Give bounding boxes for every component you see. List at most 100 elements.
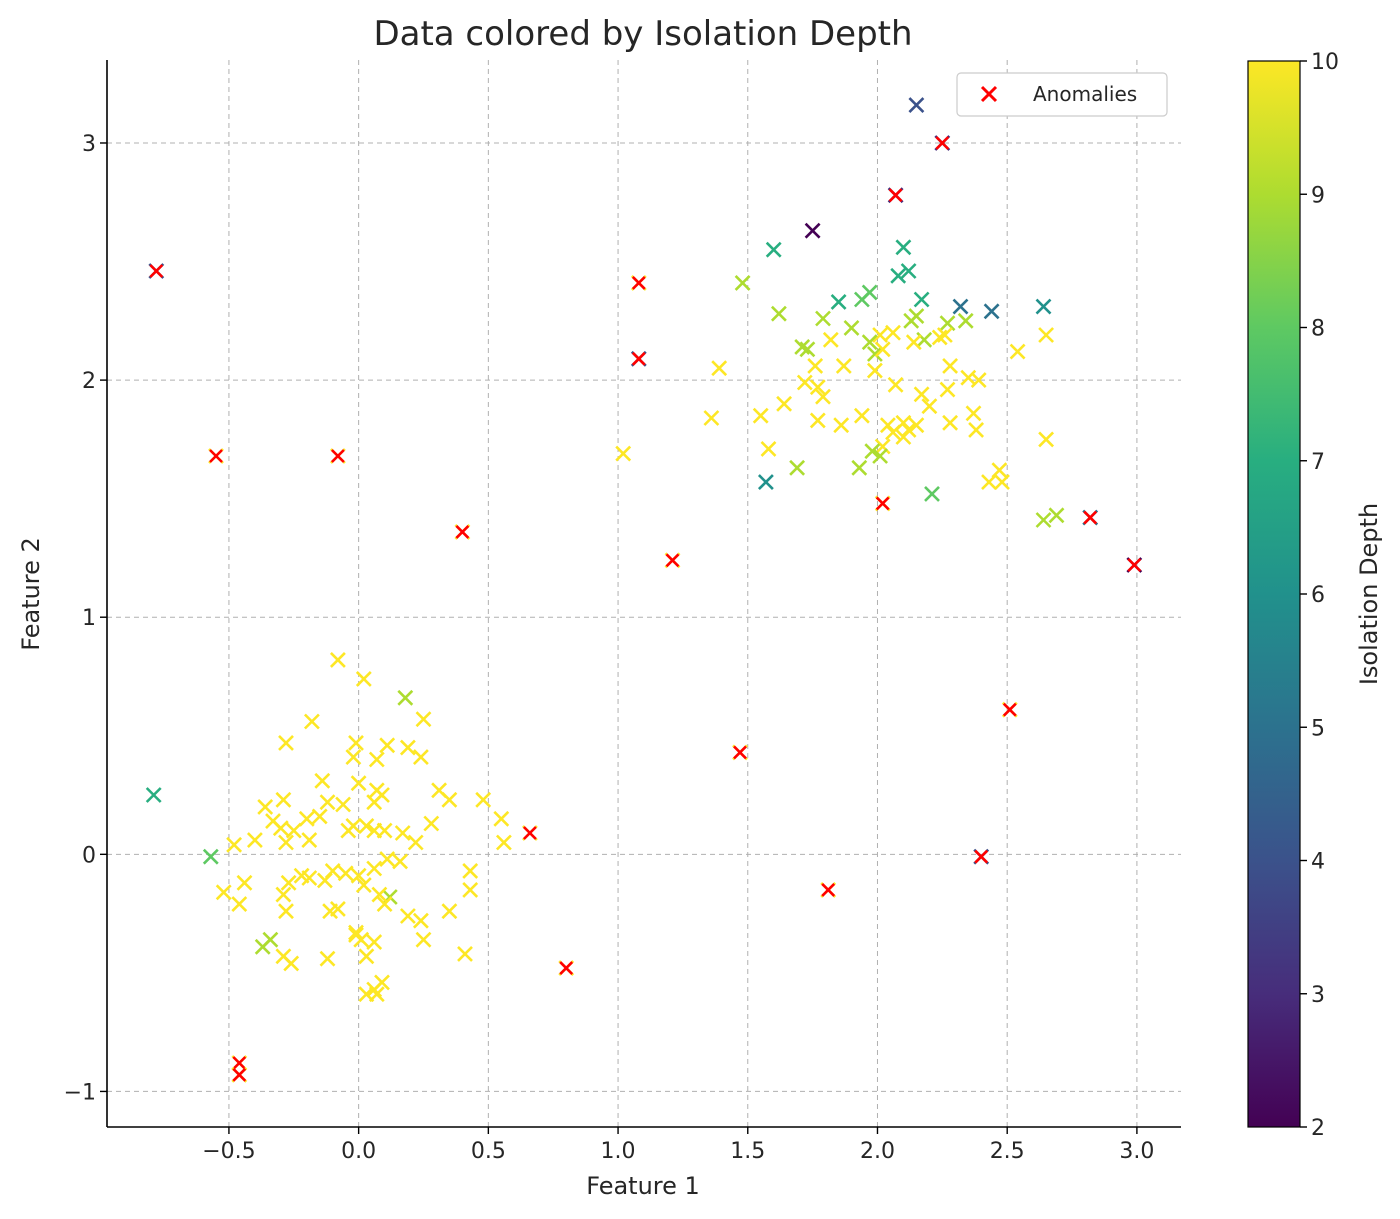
data-point-marker — [462, 862, 479, 879]
data-point-marker — [815, 310, 831, 327]
data-point-marker — [851, 459, 868, 476]
data-point-marker — [822, 331, 839, 348]
anomaly-point — [329, 448, 346, 464]
colorbar-tick-label: 3 — [1311, 983, 1325, 1008]
anomaly-point — [1082, 509, 1099, 526]
data-point-marker — [1009, 343, 1026, 360]
data-point-marker — [355, 670, 372, 687]
anomaly-marker — [875, 496, 890, 511]
data-point-marker — [376, 822, 393, 839]
data-point-marker — [835, 357, 852, 374]
data-point-marker — [830, 293, 847, 310]
data-point-marker — [765, 241, 782, 258]
anomaly-point — [664, 552, 681, 569]
data-point-marker — [895, 429, 912, 445]
x-tick-label: 3.0 — [1119, 1139, 1154, 1164]
data-point-marker — [441, 791, 458, 808]
anomaly-marker — [232, 1056, 247, 1070]
data-point-marker — [874, 438, 891, 455]
anomaly-marker — [631, 351, 646, 366]
data-point-marker — [615, 445, 632, 462]
data-point-marker — [283, 955, 300, 972]
data-point-marker — [760, 440, 777, 457]
data-point-marker — [272, 820, 289, 837]
data-point-marker — [257, 798, 274, 815]
data-point-marker — [275, 886, 292, 903]
data-point-marker — [936, 327, 953, 343]
anomaly-point — [630, 274, 647, 291]
data-point-marker — [316, 872, 333, 889]
anomaly-point — [630, 350, 647, 367]
anomaly-marker — [209, 449, 223, 463]
data-point-marker — [298, 810, 315, 827]
data-point-marker — [895, 239, 912, 256]
data-point-marker — [711, 360, 728, 377]
data-point-marker — [399, 739, 416, 756]
anomaly-point — [231, 1055, 248, 1071]
anomaly-marker — [1083, 510, 1098, 525]
colorbar-tick-label: 2 — [1311, 1116, 1325, 1141]
data-point-marker — [794, 338, 811, 355]
y-tick-label: 3 — [82, 132, 96, 157]
data-point-marker — [965, 405, 982, 422]
x-tick-label: −0.5 — [202, 1139, 255, 1164]
anomaly-point — [820, 881, 837, 898]
anomaly-marker — [665, 553, 680, 568]
x-axis-ticks: −0.5 0.0 0.5 1.0 1.5 2.0 2.5 3.0 — [202, 1127, 1154, 1164]
data-point-marker — [348, 734, 364, 751]
data-point-marker — [924, 485, 940, 502]
anomaly-point — [231, 1066, 248, 1083]
y-tick-label: 2 — [82, 369, 96, 394]
data-point-marker — [412, 912, 429, 929]
data-point-marker — [350, 775, 367, 792]
data-point-marker — [441, 903, 458, 920]
legend-label-anomalies: Anomalies — [1033, 82, 1137, 106]
data-point-marker — [952, 298, 969, 315]
data-point-marker — [908, 97, 925, 114]
anomaly-marker — [559, 961, 574, 976]
colorbar-tick-label: 9 — [1311, 183, 1325, 208]
data-point-marker — [215, 884, 232, 901]
data-point-marker — [900, 421, 917, 438]
x-axis-label: Feature 1 — [586, 1172, 700, 1200]
data-point-marker — [379, 737, 396, 754]
data-point-marker — [350, 867, 367, 884]
data-point-marker — [379, 851, 396, 868]
data-point-marker — [905, 334, 922, 351]
colorbar-tick-label: 10 — [1311, 50, 1339, 75]
y-tick-label: −1 — [64, 1080, 96, 1105]
data-point-marker — [770, 305, 787, 322]
data-point-marker — [809, 379, 826, 396]
data-point-marker — [879, 417, 896, 434]
anomaly-point — [558, 960, 575, 977]
data-point-marker — [900, 263, 917, 279]
colorbar-tick-label: 4 — [1311, 850, 1325, 875]
data-point-marker — [335, 796, 352, 813]
data-point-marker — [348, 926, 364, 943]
data-point-marker — [908, 417, 925, 434]
data-point-marker — [853, 407, 870, 424]
data-point-marker — [1048, 507, 1065, 524]
data-point-marker — [942, 414, 959, 431]
data-point-marker — [412, 749, 429, 766]
anomaly-marker — [455, 524, 470, 539]
data-point-marker — [415, 931, 432, 948]
anomaly-point — [1001, 701, 1018, 718]
data-point-marker — [796, 374, 813, 391]
data-point-marker — [1035, 512, 1052, 528]
anomaly-marker — [1002, 702, 1017, 717]
data-point-marker — [981, 474, 997, 491]
data-point-marker — [366, 860, 383, 877]
y-axis-ticks: −1 0 1 2 3 — [64, 132, 107, 1105]
anomaly-point — [732, 744, 748, 761]
anomaly-points — [148, 135, 1143, 1083]
data-point-marker — [345, 817, 362, 834]
anomaly-marker — [935, 136, 950, 150]
data-point-marker — [887, 376, 904, 393]
data-point-marker — [358, 817, 375, 834]
legend: Anomalies — [956, 72, 1168, 117]
data-point-marker — [462, 881, 479, 898]
anomaly-marker — [1127, 558, 1142, 572]
data-point-marker — [1038, 327, 1055, 343]
data-point-marker — [366, 981, 383, 998]
